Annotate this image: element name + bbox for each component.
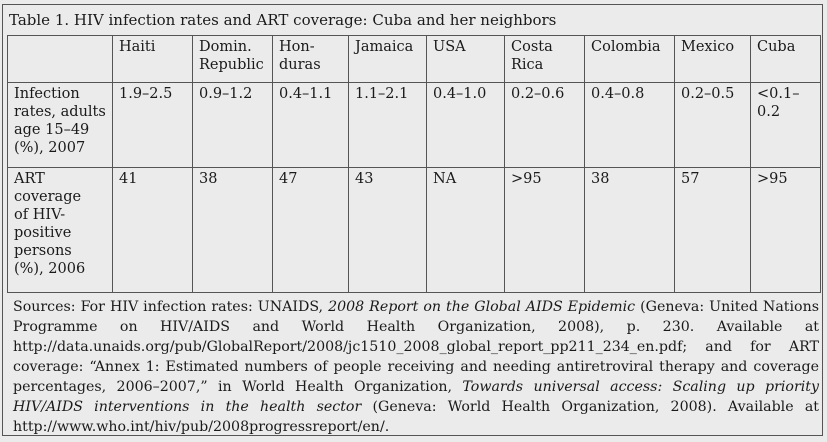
cell-value: 47 — [272, 167, 349, 293]
table-row: ART coverage of HIV- positive persons (%… — [7, 167, 821, 293]
cell-value: 43 — [348, 167, 427, 293]
col-header-jamaica: Jamaica — [348, 35, 427, 83]
cell-value: 41 — [112, 167, 193, 293]
table-row: Infection rates, adults age 15–49 (%), 2… — [7, 82, 821, 168]
cell-value: 0.4–1.1 — [272, 82, 349, 168]
cell-value: 0.2–0.6 — [504, 82, 585, 168]
table-title: Table 1. HIV infection rates and ART cov… — [9, 11, 557, 29]
data-table: Haiti Domin. Republic Hon-duras Jamaica U… — [7, 35, 821, 293]
header-row: Haiti Domin. Republic Hon-duras Jamaica U… — [7, 35, 821, 83]
col-header-cuba: Cuba — [750, 35, 821, 83]
cell-value: <0.1– 0.2 — [750, 82, 821, 168]
cell-value: 0.4–1.0 — [426, 82, 505, 168]
row-label-art-coverage: ART coverage of HIV- positive persons (%… — [7, 167, 113, 293]
cell-value: 57 — [674, 167, 751, 293]
cell-value: 1.9–2.5 — [112, 82, 193, 168]
col-header-haiti: Haiti — [112, 35, 193, 83]
cell-value: 38 — [192, 167, 273, 293]
sources-note: Sources: For HIV infection rates: UNAIDS… — [13, 299, 820, 435]
cell-value: 38 — [584, 167, 675, 293]
cell-value: 0.9–1.2 — [192, 82, 273, 168]
col-header-costa-rica: Costa Rica — [504, 35, 585, 83]
cell-value: >95 — [750, 167, 821, 293]
col-header-honduras: Hon-duras — [272, 35, 349, 83]
table-frame: Table 1. HIV infection rates and ART cov… — [2, 4, 823, 436]
cell-value: 0.2–0.5 — [674, 82, 751, 168]
col-header-usa: USA — [426, 35, 505, 83]
cell-value: 0.4–0.8 — [584, 82, 675, 168]
col-header-colombia: Colombia — [584, 35, 675, 83]
cell-value: NA — [426, 167, 505, 293]
col-header-domin-republic: Domin. Republic — [192, 35, 273, 83]
cell-value: >95 — [504, 167, 585, 293]
row-label-infection-rates: Infection rates, adults age 15–49 (%), 2… — [7, 82, 113, 168]
corner-cell — [7, 35, 113, 83]
col-header-mexico: Mexico — [674, 35, 751, 83]
cell-value: 1.1–2.1 — [348, 82, 427, 168]
